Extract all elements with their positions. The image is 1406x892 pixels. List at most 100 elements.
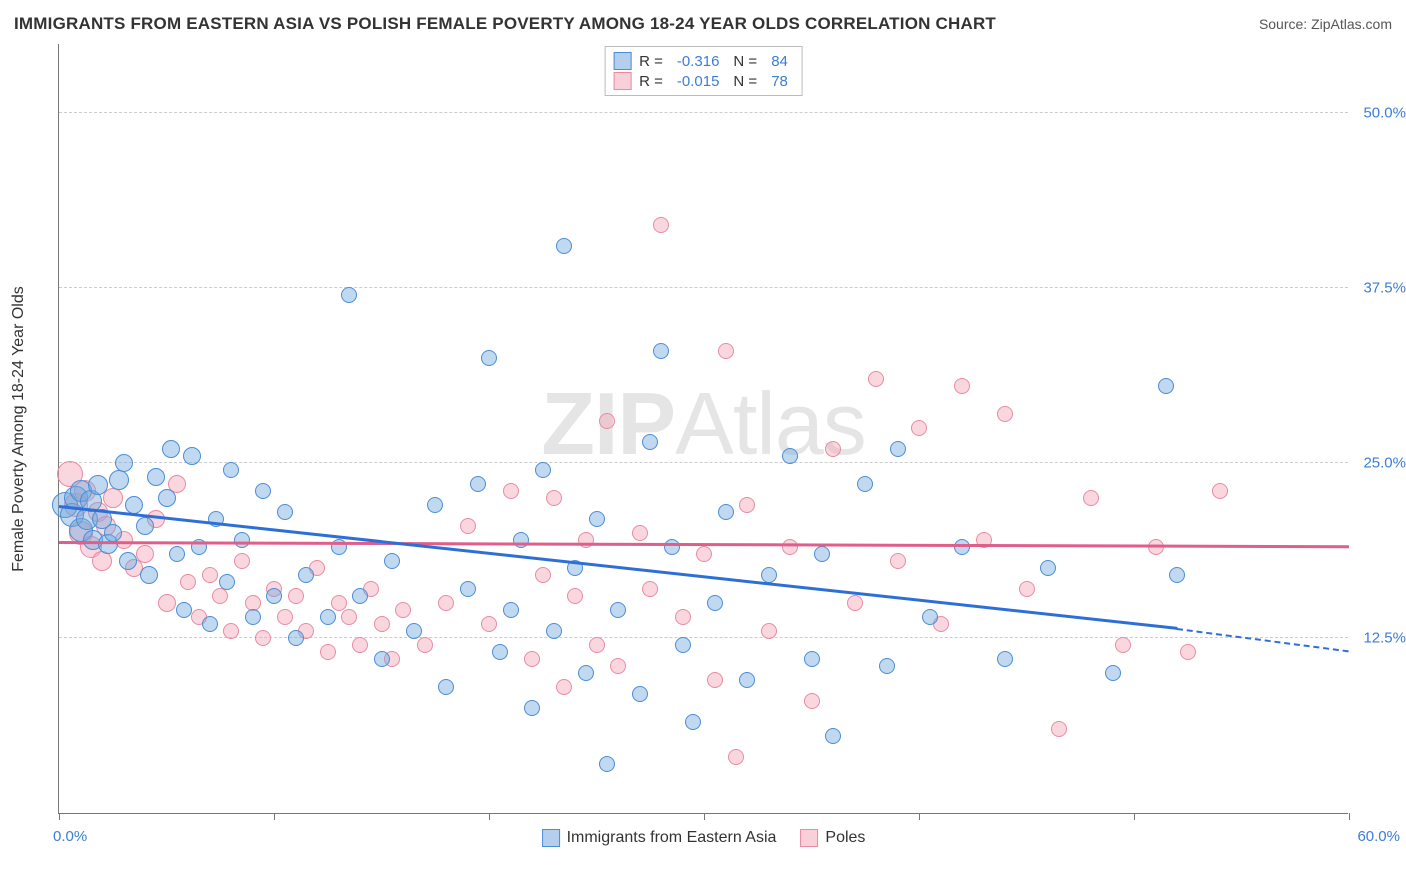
scatter-point-eastern-asia bbox=[922, 609, 938, 625]
scatter-point-poles bbox=[255, 630, 271, 646]
source-label: Source: ZipAtlas.com bbox=[1259, 16, 1392, 32]
scatter-point-poles bbox=[642, 581, 658, 597]
scatter-point-eastern-asia bbox=[147, 468, 165, 486]
scatter-point-eastern-asia bbox=[374, 651, 390, 667]
n-value: 78 bbox=[765, 73, 794, 90]
scatter-point-eastern-asia bbox=[503, 602, 519, 618]
scatter-point-eastern-asia bbox=[804, 651, 820, 667]
scatter-point-eastern-asia bbox=[642, 434, 658, 450]
scatter-point-eastern-asia bbox=[255, 483, 271, 499]
scatter-point-eastern-asia bbox=[183, 447, 201, 465]
r-value: -0.316 bbox=[671, 53, 726, 70]
x-tick bbox=[59, 813, 60, 820]
y-tick-label: 37.5% bbox=[1354, 280, 1406, 297]
scatter-point-poles bbox=[847, 595, 863, 611]
scatter-point-poles bbox=[277, 609, 293, 625]
scatter-point-eastern-asia bbox=[814, 546, 830, 562]
scatter-point-poles bbox=[136, 545, 154, 563]
scatter-point-poles bbox=[352, 637, 368, 653]
scatter-point-poles bbox=[288, 588, 304, 604]
scatter-point-poles bbox=[653, 217, 669, 233]
scatter-point-eastern-asia bbox=[739, 672, 755, 688]
scatter-point-eastern-asia bbox=[492, 644, 508, 660]
scatter-point-eastern-asia bbox=[1105, 665, 1121, 681]
scatter-point-poles bbox=[341, 609, 357, 625]
scatter-point-poles bbox=[782, 539, 798, 555]
scatter-point-poles bbox=[180, 574, 196, 590]
scatter-point-poles bbox=[556, 679, 572, 695]
x-tick bbox=[919, 813, 920, 820]
scatter-point-eastern-asia bbox=[556, 238, 572, 254]
scatter-point-eastern-asia bbox=[675, 637, 691, 653]
scatter-point-eastern-asia bbox=[219, 574, 235, 590]
scatter-point-eastern-asia bbox=[599, 756, 615, 772]
scatter-point-poles bbox=[320, 644, 336, 660]
swatch-pink-icon bbox=[800, 829, 818, 847]
x-tick bbox=[704, 813, 705, 820]
scatter-point-poles bbox=[234, 553, 250, 569]
scatter-point-eastern-asia bbox=[384, 553, 400, 569]
scatter-point-poles bbox=[223, 623, 239, 639]
scatter-point-poles bbox=[632, 525, 648, 541]
scatter-point-eastern-asia bbox=[685, 714, 701, 730]
scatter-point-poles bbox=[868, 371, 884, 387]
scatter-point-eastern-asia bbox=[954, 539, 970, 555]
scatter-point-eastern-asia bbox=[176, 602, 192, 618]
correlation-legend: R = -0.316 N = 84 R = -0.015 N = 78 bbox=[604, 46, 803, 96]
chart-header: IMMIGRANTS FROM EASTERN ASIA VS POLISH F… bbox=[14, 14, 1392, 34]
scatter-point-poles bbox=[911, 420, 927, 436]
x-tick bbox=[489, 813, 490, 820]
scatter-point-poles bbox=[374, 616, 390, 632]
scatter-point-poles bbox=[825, 441, 841, 457]
x-tick bbox=[274, 813, 275, 820]
scatter-point-poles bbox=[1051, 721, 1067, 737]
scatter-point-poles bbox=[675, 609, 691, 625]
n-label: N = bbox=[733, 53, 757, 70]
swatch-blue-icon bbox=[542, 829, 560, 847]
scatter-point-poles bbox=[610, 658, 626, 674]
scatter-point-eastern-asia bbox=[761, 567, 777, 583]
r-label: R = bbox=[639, 73, 663, 90]
y-tick-label: 25.0% bbox=[1354, 455, 1406, 472]
scatter-point-eastern-asia bbox=[460, 581, 476, 597]
scatter-point-poles bbox=[890, 553, 906, 569]
scatter-point-poles bbox=[417, 637, 433, 653]
scatter-point-poles bbox=[158, 594, 176, 612]
chart-title: IMMIGRANTS FROM EASTERN ASIA VS POLISH F… bbox=[14, 14, 996, 34]
gridline bbox=[59, 637, 1348, 638]
scatter-point-eastern-asia bbox=[158, 489, 176, 507]
scatter-point-eastern-asia bbox=[1158, 378, 1174, 394]
scatter-point-eastern-asia bbox=[589, 511, 605, 527]
scatter-point-poles bbox=[954, 378, 970, 394]
scatter-point-poles bbox=[997, 406, 1013, 422]
x-end-label: 60.0% bbox=[1357, 828, 1400, 845]
scatter-point-eastern-asia bbox=[546, 623, 562, 639]
scatter-point-eastern-asia bbox=[825, 728, 841, 744]
scatter-point-poles bbox=[1115, 637, 1131, 653]
scatter-point-poles bbox=[524, 651, 540, 667]
scatter-point-eastern-asia bbox=[513, 532, 529, 548]
scatter-point-eastern-asia bbox=[341, 287, 357, 303]
scatter-point-eastern-asia bbox=[653, 343, 669, 359]
y-tick-label: 12.5% bbox=[1354, 630, 1406, 647]
scatter-point-eastern-asia bbox=[664, 539, 680, 555]
legend-label: Poles bbox=[825, 829, 865, 847]
scatter-point-eastern-asia bbox=[481, 350, 497, 366]
scatter-point-poles bbox=[707, 672, 723, 688]
scatter-point-eastern-asia bbox=[266, 588, 282, 604]
scatter-point-eastern-asia bbox=[223, 462, 239, 478]
scatter-point-poles bbox=[739, 497, 755, 513]
x-tick bbox=[1349, 813, 1350, 820]
watermark: ZIPAtlas bbox=[541, 372, 866, 474]
swatch-blue-icon bbox=[613, 52, 631, 70]
scatter-point-poles bbox=[202, 567, 218, 583]
x-start-label: 0.0% bbox=[53, 828, 87, 845]
scatter-point-eastern-asia bbox=[632, 686, 648, 702]
scatter-point-eastern-asia bbox=[406, 623, 422, 639]
scatter-point-eastern-asia bbox=[202, 616, 218, 632]
scatter-point-eastern-asia bbox=[718, 504, 734, 520]
scatter-point-poles bbox=[696, 546, 712, 562]
scatter-point-eastern-asia bbox=[524, 700, 540, 716]
scatter-point-eastern-asia bbox=[997, 651, 1013, 667]
scatter-point-eastern-asia bbox=[288, 630, 304, 646]
